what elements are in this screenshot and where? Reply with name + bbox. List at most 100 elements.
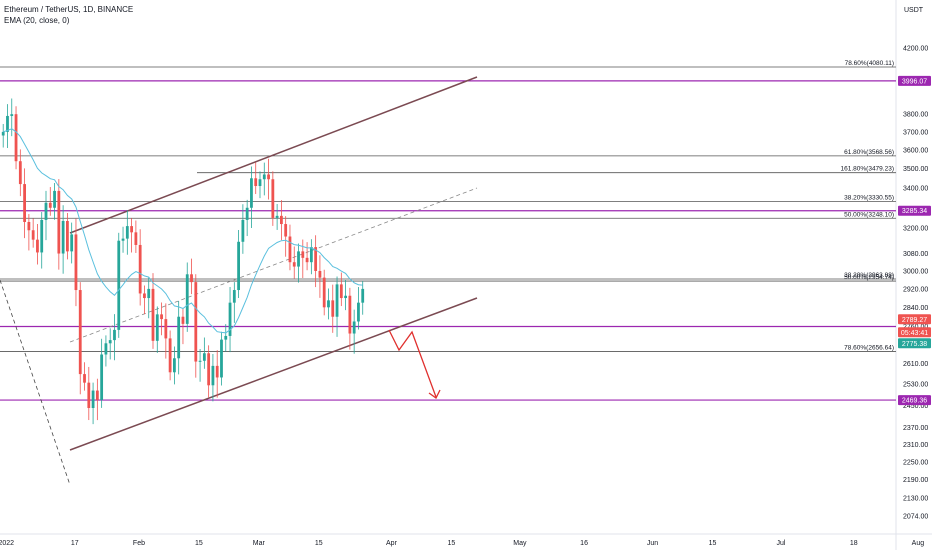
candle	[297, 243, 300, 283]
fib-level-label: 50.00%(2954.74)	[844, 274, 894, 281]
candle-body	[125, 226, 129, 239]
candle-body	[314, 247, 318, 271]
candle	[224, 324, 228, 352]
candle	[352, 309, 356, 354]
candle-body	[117, 240, 121, 330]
fib-level-label: 78.60%(4080.11)	[845, 60, 894, 67]
candle-body	[232, 290, 236, 303]
candle-body	[327, 300, 330, 308]
price-tick-label: 2074.00	[903, 513, 928, 520]
candle	[335, 276, 339, 337]
ema-line	[3, 128, 363, 334]
candle	[14, 106, 18, 170]
price-tag-bg	[898, 327, 931, 338]
channel-lower-line	[69, 297, 478, 451]
candle	[130, 218, 133, 253]
candle	[284, 216, 288, 257]
channel-median-line	[69, 187, 478, 343]
price-tick-label: 2920.00	[903, 286, 928, 293]
price-tick-label: 2250.00	[903, 459, 928, 466]
candle-body	[168, 338, 172, 373]
candle	[318, 255, 322, 298]
time-axis: 202217Feb15Mar15Apr15May16Jun15Jul18Aug1…	[0, 533, 932, 547]
time-tick-label: Jul	[776, 540, 785, 547]
candle-body	[207, 353, 211, 386]
candle	[78, 282, 82, 395]
candle-body	[262, 174, 266, 180]
price-tick-label: 3700.00	[903, 129, 928, 136]
time-tick-label: Apr	[386, 540, 398, 547]
candle-body	[250, 178, 253, 208]
price-tag: 05:43:41	[898, 327, 931, 338]
price-tag: 2789.27	[898, 314, 931, 325]
candle	[339, 272, 343, 307]
candle	[125, 210, 129, 255]
candle	[6, 104, 9, 149]
candle	[228, 286, 232, 353]
candle	[87, 366, 91, 421]
candle	[198, 348, 202, 382]
candle	[10, 98, 14, 137]
price-axis: USDT4200.004000.003800.003700.003600.003…	[895, 0, 928, 550]
candle	[331, 284, 335, 333]
arrow-head	[428, 389, 441, 399]
candle-body	[44, 202, 48, 220]
candle-body	[121, 238, 125, 241]
candle-body	[361, 288, 365, 303]
candle-body	[245, 207, 249, 220]
candle-body	[198, 360, 202, 362]
candle	[155, 306, 159, 353]
candle-body	[151, 288, 155, 341]
candle	[344, 280, 347, 311]
candle-body	[74, 234, 78, 291]
price-tag: 2775.38	[898, 338, 931, 349]
candle-body	[57, 190, 61, 254]
trend-channel	[0, 76, 478, 486]
candle	[57, 179, 61, 270]
fib-level-label: 50.00%(3248.10)	[844, 211, 894, 218]
price-tick-label: 2310.00	[903, 442, 928, 449]
price-tags: 3996.07 3285.34 2789.27 05:43:41 2775.38 2469…	[898, 75, 931, 406]
price-tag-bg	[898, 395, 931, 406]
candle	[220, 331, 223, 386]
candle-body	[61, 220, 65, 254]
candle-body	[220, 339, 223, 378]
candle-body	[70, 234, 74, 252]
price-tag: 3996.07	[898, 75, 931, 86]
candle	[237, 229, 240, 299]
channel-upper-line	[69, 76, 478, 234]
price-tick-label: 2450.00	[903, 403, 928, 410]
candle-body	[318, 270, 322, 278]
candle	[48, 187, 52, 216]
candle	[245, 199, 249, 237]
price-tag-bg	[898, 314, 931, 325]
candle-body	[155, 314, 159, 341]
candle-body	[352, 321, 356, 334]
candle-body	[202, 353, 206, 361]
candle-body	[194, 282, 198, 362]
price-tag-label: 05:43:41	[901, 330, 928, 337]
price-tag-label: 3996.07	[902, 78, 927, 85]
candle-body	[284, 224, 288, 237]
candle	[1, 123, 5, 148]
price-tag: 3285.34	[898, 205, 931, 216]
candle-body	[292, 262, 296, 267]
price-tag-label: 2775.38	[902, 341, 927, 348]
candle	[113, 314, 116, 361]
projection-arrow	[388, 329, 441, 399]
price-tick-label: 3800.00	[903, 112, 928, 119]
time-tick-label: Jun	[647, 540, 658, 547]
candle-body	[104, 343, 108, 355]
fib-level-label: 161.80%(3479.23)	[841, 166, 895, 173]
candle	[322, 269, 326, 316]
candle-body	[87, 382, 91, 408]
candle-body	[228, 302, 232, 336]
fib-level-label: 38.20%(2963.88)	[844, 272, 894, 279]
fib-level-label: 78.60%(2656.64)	[844, 345, 894, 352]
candle	[241, 204, 245, 254]
candle	[36, 223, 39, 265]
candle	[151, 273, 155, 349]
candle-body	[66, 220, 69, 252]
price-tick-label: 2370.00	[903, 425, 928, 432]
